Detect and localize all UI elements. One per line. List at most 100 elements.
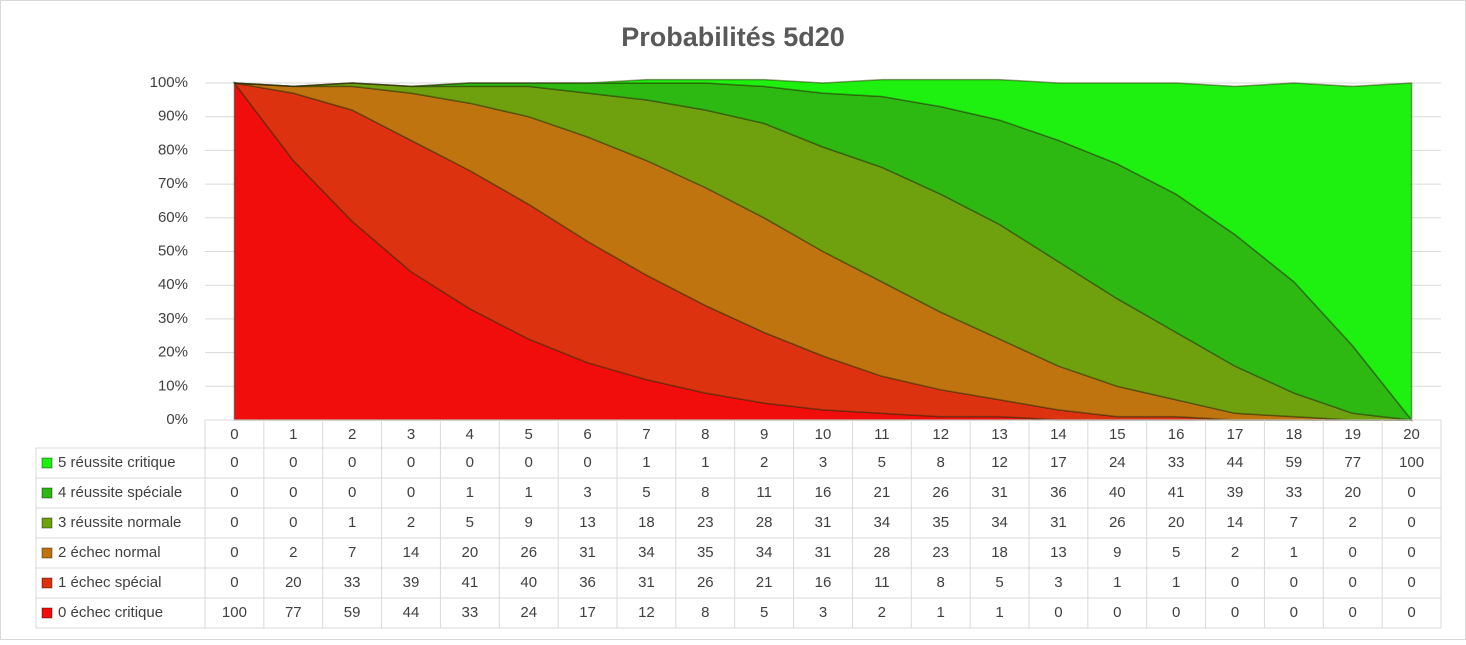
x-tick-label: 19 [1344, 426, 1361, 443]
table-cell: 2 [760, 454, 768, 471]
table-cell: 0 [1231, 574, 1239, 591]
table-cell: 0 [289, 484, 297, 501]
x-tick-label: 11 [874, 426, 890, 443]
table-cell: 20 [1168, 514, 1185, 531]
table-cell: 35 [932, 514, 949, 531]
table-cell: 100 [1399, 454, 1424, 471]
table-cell: 33 [344, 574, 361, 591]
legend-label: 5 réussite critique [58, 454, 176, 471]
table-cell: 0 [407, 484, 415, 501]
table-cell: 11 [756, 484, 772, 501]
y-tick-label: 0% [166, 411, 188, 428]
table-cell: 1 [348, 514, 356, 531]
table-cell: 3 [819, 454, 827, 471]
x-tick-label: 20 [1403, 426, 1420, 443]
table-cell: 8 [701, 484, 709, 501]
table-cell: 0 [230, 454, 238, 471]
x-tick-label: 16 [1168, 426, 1185, 443]
x-tick-label: 4 [466, 426, 474, 443]
legend-key [41, 487, 53, 499]
table-cell: 2 [407, 514, 415, 531]
x-tick-label: 12 [932, 426, 949, 443]
table-cell: 44 [403, 604, 420, 621]
legend-label: 0 échec critique [58, 604, 163, 621]
table-cell: 1 [642, 454, 650, 471]
table-cell: 26 [697, 574, 714, 591]
x-tick-label: 13 [991, 426, 1008, 443]
table-cell: 40 [520, 574, 537, 591]
table-cell: 5 [466, 514, 474, 531]
table-cell: 0 [289, 514, 297, 531]
legend-label: 1 échec spécial [58, 574, 161, 591]
table-cell: 14 [403, 544, 420, 561]
table-cell: 33 [1168, 454, 1185, 471]
table-cell: 0 [1172, 604, 1180, 621]
table-cell: 26 [932, 484, 949, 501]
table-cell: 34 [874, 514, 891, 531]
table-cell: 36 [579, 574, 596, 591]
table-cell: 1 [1290, 544, 1298, 561]
table-cell: 59 [1286, 454, 1303, 471]
table-cell: 3 [819, 604, 827, 621]
table-cell: 0 [230, 514, 238, 531]
table-cell: 7 [1290, 514, 1298, 531]
table-cell: 21 [756, 574, 773, 591]
table-cell: 33 [462, 604, 479, 621]
legend-key [41, 607, 53, 619]
table-cell: 18 [991, 544, 1008, 561]
y-tick-label: 60% [158, 209, 188, 226]
x-tick-label: 15 [1109, 426, 1126, 443]
table-cell: 9 [1113, 544, 1121, 561]
table-cell: 8 [937, 454, 945, 471]
table-cell: 2 [1231, 544, 1239, 561]
table-cell: 31 [638, 574, 655, 591]
table-cell: 13 [579, 514, 596, 531]
table-cell: 16 [815, 484, 832, 501]
area [232, 81, 1412, 421]
table-cell: 0 [583, 454, 591, 471]
x-tick-label: 2 [348, 426, 356, 443]
y-tick-label: 80% [158, 141, 188, 158]
table-cell: 1 [1172, 574, 1180, 591]
table-cell: 0 [1407, 574, 1415, 591]
table-cell: 0 [230, 574, 238, 591]
y-tick-label: 100% [150, 74, 188, 91]
table-cell: 21 [874, 484, 891, 501]
table-cell: 12 [638, 604, 655, 621]
legend-key [41, 577, 53, 589]
table-cell: 24 [520, 604, 537, 621]
area [234, 78, 1413, 423]
table-cell: 1 [1113, 574, 1121, 591]
x-tick-label: 17 [1227, 426, 1244, 443]
table-cell: 20 [1344, 484, 1361, 501]
y-tick-label: 90% [158, 108, 188, 125]
table-cell: 34 [756, 544, 773, 561]
table-cell: 39 [403, 574, 420, 591]
table-cell: 5 [760, 604, 768, 621]
x-tick-label: 8 [701, 426, 709, 443]
table-cell: 0 [289, 454, 297, 471]
table-cell: 33 [1286, 484, 1303, 501]
y-tick-label: 50% [158, 242, 188, 259]
table-cell: 12 [991, 454, 1008, 471]
x-tick-label: 14 [1050, 426, 1067, 443]
x-tick-label: 18 [1286, 426, 1303, 443]
table-cell: 26 [1109, 514, 1126, 531]
table-cell: 3 [583, 484, 591, 501]
table-cell: 39 [1227, 484, 1244, 501]
table-cell: 1 [937, 604, 945, 621]
y-tick-label: 10% [158, 377, 188, 394]
table-cell: 23 [697, 514, 714, 531]
table-cell: 17 [1050, 454, 1067, 471]
table-cell: 1 [701, 454, 709, 471]
table-cell: 1 [466, 484, 474, 501]
table-cell: 0 [1349, 574, 1357, 591]
table-cell: 5 [1172, 544, 1180, 561]
x-tick-label: 3 [407, 426, 415, 443]
table-cell: 0 [525, 454, 533, 471]
legend-label: 2 échec normal [58, 544, 161, 561]
legend-key [41, 457, 53, 469]
table-cell: 8 [937, 574, 945, 591]
table-cell: 0 [230, 544, 238, 561]
table-cell: 13 [1050, 544, 1067, 561]
